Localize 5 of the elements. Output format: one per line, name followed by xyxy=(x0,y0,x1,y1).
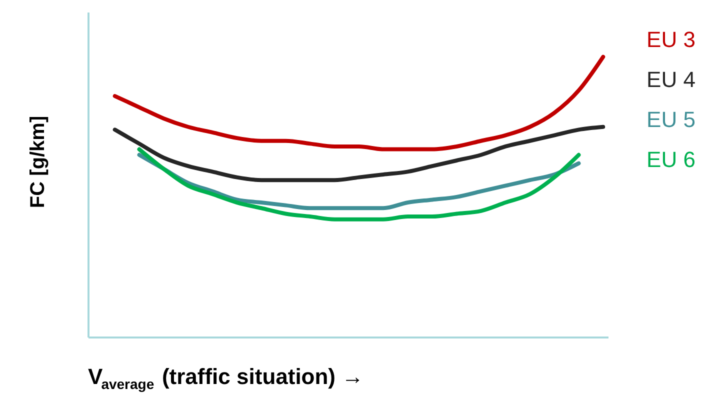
y-axis-title: FC [g/km] xyxy=(27,116,49,208)
text: EU 5 xyxy=(646,107,696,132)
text: EU 4 xyxy=(646,67,696,92)
text: EU 6 xyxy=(646,147,696,172)
series-label: EU 3 xyxy=(646,27,696,52)
